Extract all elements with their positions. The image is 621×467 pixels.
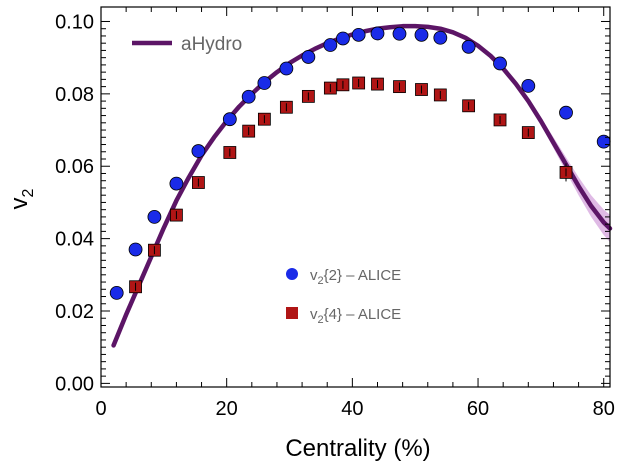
legend-marker-square (286, 307, 298, 319)
legend-label-v2-2-rest: {2} – ALICE (324, 267, 402, 284)
point-v2-2 (109, 286, 124, 300)
x-axis-title: Centrality (%) (285, 435, 430, 462)
y-tick-label: 0.08 (55, 84, 94, 106)
y-tick-label: 0.06 (55, 156, 94, 178)
point-v2-2 (191, 144, 206, 158)
point-v2-2 (323, 38, 338, 52)
point-v2-2 (370, 26, 385, 41)
point-v2-2 (147, 210, 162, 224)
point-v2-2 (169, 176, 184, 191)
aHydro-curve-layer (111, 23, 613, 348)
legend-label-v2-2-main: v (310, 267, 318, 284)
svg-text:v2: v2 (6, 188, 37, 209)
legend-entry-v2-4: v2{4} – ALICE (286, 306, 401, 326)
x-tick-label: 20 (216, 398, 238, 420)
point-v2-2 (351, 27, 366, 42)
legend-label-v2-4-main: v (310, 306, 318, 323)
data-points-layer (109, 26, 611, 300)
legend-entry-v2-2: v2{2} – ALICE (286, 267, 401, 287)
x-tick-label: 40 (341, 398, 363, 420)
y-tick-label: 0.00 (55, 373, 94, 395)
aHydro-curve (111, 23, 613, 348)
y-tick-label: 0.04 (55, 229, 94, 251)
aHydro-band (503, 68, 610, 243)
svg-text:v2{2} – ALICE: v2{2} – ALICE (310, 267, 401, 287)
aHydro-uncertainty-band (503, 68, 610, 243)
point-v2-2 (493, 56, 507, 71)
legend-entry-aHydro: aHydro (132, 34, 242, 55)
y-axis-title-main: v (6, 197, 33, 209)
y-axis-title-sub: 2 (20, 188, 37, 197)
point-v2-2 (241, 89, 256, 104)
legend-label-v2-2-sub: 2 (318, 275, 324, 287)
legend-label-v2-4-rest: {4} – ALICE (324, 306, 402, 323)
y-axis-title: v2 (6, 188, 37, 209)
legend-points: v2{2} – ALICE v2{4} – ALICE (286, 267, 401, 326)
axis-ticks (100, 7, 610, 387)
point-v2-2 (559, 105, 573, 120)
point-v2-2 (336, 31, 350, 46)
plot-frame (100, 6, 611, 388)
x-tick-label: 80 (593, 398, 615, 420)
point-v2-2 (301, 50, 316, 64)
y-tick-label: 0.10 (55, 11, 94, 33)
legend-label-aHydro: aHydro (181, 34, 242, 55)
y-tick-label: 0.02 (55, 301, 94, 323)
point-v2-2 (392, 26, 407, 41)
svg-text:v2{4} – ALICE: v2{4} – ALICE (310, 306, 401, 326)
axis-tick-labels: 0 20 40 60 80 0.00 0.02 0.04 0.06 0.08 0.10 (55, 11, 615, 420)
point-v2-2 (414, 27, 429, 42)
legend-marker-circle (286, 268, 298, 280)
point-v2-2 (461, 39, 476, 54)
point-v2-2 (257, 76, 272, 90)
point-v2-2 (128, 242, 143, 257)
point-v2-2 (222, 112, 237, 127)
legend-label-v2-4-sub: 2 (318, 314, 324, 326)
x-tick-label: 0 (95, 398, 106, 420)
point-v2-2 (433, 30, 448, 45)
point-v2-2 (279, 61, 294, 76)
point-v2-2 (521, 78, 536, 93)
x-tick-label: 60 (467, 398, 489, 420)
